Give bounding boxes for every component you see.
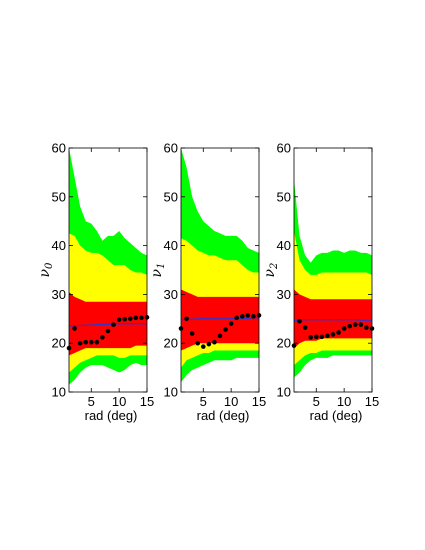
y-tick-label: 40 xyxy=(277,238,291,253)
data-point xyxy=(352,322,358,327)
y-tick-label: 30 xyxy=(52,287,66,302)
data-point xyxy=(336,330,341,335)
y-axis-symbol: ν xyxy=(149,268,165,277)
data-point xyxy=(200,344,206,349)
median-line xyxy=(180,317,259,321)
x-tick-label: 10 xyxy=(224,394,238,409)
data-point xyxy=(313,334,319,340)
data-point xyxy=(347,323,353,329)
data-point xyxy=(325,333,330,339)
y-tick-label: 50 xyxy=(277,189,291,204)
data-point xyxy=(319,334,325,340)
y-tick-label: 20 xyxy=(52,336,66,351)
data-point xyxy=(189,331,195,336)
data-point xyxy=(217,333,223,339)
data-point xyxy=(364,325,369,330)
data-point xyxy=(100,335,105,340)
y-tick-label: 30 xyxy=(164,287,178,302)
plot-frame xyxy=(180,147,260,393)
data-point xyxy=(358,322,364,327)
y-tick-label: 40 xyxy=(164,238,178,253)
x-tick-label: 5 xyxy=(313,394,320,409)
data-point xyxy=(223,327,228,332)
data-point xyxy=(308,335,314,340)
x-axis-label: rad (deg) xyxy=(85,408,138,423)
x-axis-label: rad (deg) xyxy=(197,408,250,423)
y-axis-symbol: ν xyxy=(37,268,53,277)
data-point xyxy=(88,339,94,345)
x-tick-label: 10 xyxy=(112,394,126,409)
y-axis-subscript: 0 xyxy=(44,262,55,269)
y-axis-label: ν0 xyxy=(37,262,55,278)
y-axis-subscript: 2 xyxy=(269,263,280,270)
y-tick-label: 50 xyxy=(164,189,178,204)
y-axis-symbol: ν xyxy=(262,268,278,277)
data-point xyxy=(239,314,245,319)
data-point xyxy=(184,316,189,322)
data-point xyxy=(133,315,139,321)
y-tick-label: 60 xyxy=(164,141,178,156)
data-point xyxy=(297,318,302,324)
x-axis-label: rad (deg) xyxy=(310,408,363,423)
y-tick-label: 30 xyxy=(277,287,291,302)
plot-frame xyxy=(293,147,373,393)
y-tick-label: 10 xyxy=(52,385,66,400)
y-tick-label: 10 xyxy=(277,385,291,400)
data-point xyxy=(195,340,201,346)
data-point xyxy=(72,326,77,331)
data-point xyxy=(206,341,212,347)
data-point xyxy=(122,316,128,322)
data-point xyxy=(127,316,133,322)
inner-band xyxy=(181,289,259,351)
y-tick-label: 20 xyxy=(277,336,291,351)
median-line xyxy=(68,323,147,327)
y-axis-label: ν2 xyxy=(262,263,280,278)
y-axis-label: ν1 xyxy=(149,263,167,278)
y-axis-subscript: 1 xyxy=(156,263,167,269)
median-line xyxy=(293,319,372,322)
y-tick-label: 60 xyxy=(277,141,291,156)
data-point xyxy=(245,313,251,318)
x-tick-label: 15 xyxy=(365,394,379,409)
x-tick-label: 5 xyxy=(88,394,95,409)
data-point xyxy=(341,326,347,331)
inner-band xyxy=(294,289,372,349)
data-point xyxy=(302,325,308,330)
data-point xyxy=(94,339,100,345)
data-point xyxy=(251,314,256,319)
plot-frame xyxy=(68,147,148,393)
data-point xyxy=(212,339,217,345)
data-point xyxy=(330,332,336,337)
data-point xyxy=(139,315,144,321)
data-point xyxy=(83,339,89,345)
data-point xyxy=(234,315,240,321)
y-tick-label: 20 xyxy=(164,336,178,351)
data-point xyxy=(111,322,116,327)
x-tick-label: 15 xyxy=(140,394,154,409)
y-tick-label: 40 xyxy=(52,238,66,253)
x-tick-label: 15 xyxy=(252,394,266,409)
data-point xyxy=(228,321,234,326)
x-tick-label: 5 xyxy=(200,394,207,409)
x-tick-label: 10 xyxy=(337,394,351,409)
y-tick-label: 10 xyxy=(164,385,178,400)
data-point xyxy=(116,317,122,323)
y-tick-label: 50 xyxy=(52,189,66,204)
y-tick-label: 60 xyxy=(52,141,66,156)
data-point xyxy=(77,340,83,346)
data-point xyxy=(105,328,111,334)
